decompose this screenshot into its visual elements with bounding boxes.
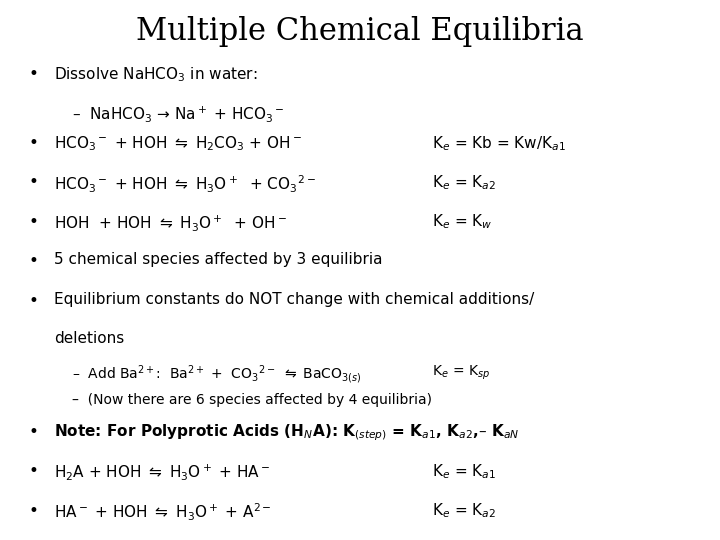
- Text: HCO$_3$$^-$ + HOH $\leftrightharpoons$ H$_2$CO$_3$ + OH$^-$: HCO$_3$$^-$ + HOH $\leftrightharpoons$ H…: [54, 134, 302, 153]
- Text: •: •: [29, 252, 39, 270]
- Text: K$_e$ = K$_{a2}$: K$_e$ = K$_{a2}$: [432, 502, 496, 521]
- Text: K$_e$ = K$_{a1}$: K$_e$ = K$_{a1}$: [432, 462, 496, 481]
- Text: K$_e$ = Kb = Kw/K$_{a1}$: K$_e$ = Kb = Kw/K$_{a1}$: [432, 134, 566, 153]
- Text: Note: For Polyprotic Acids (H$_N$A): K$_{(step)}$ = K$_{a1}$, K$_{a2}$,– K$_{aN}: Note: For Polyprotic Acids (H$_N$A): K$_…: [54, 423, 519, 443]
- Text: K$_e$ = K$_w$: K$_e$ = K$_w$: [432, 213, 492, 232]
- Text: •: •: [29, 65, 39, 83]
- Text: •: •: [29, 134, 39, 152]
- Text: •: •: [29, 462, 39, 480]
- Text: HCO$_3$$^-$ + HOH $\leftrightharpoons$ H$_3$O$^+$  + CO$_3$$^{2-}$: HCO$_3$$^-$ + HOH $\leftrightharpoons$ H…: [54, 173, 316, 195]
- Text: Dissolve NaHCO$_3$ in water:: Dissolve NaHCO$_3$ in water:: [54, 65, 257, 84]
- Text: –  (Now there are 6 species affected by 4 equilibria): – (Now there are 6 species affected by 4…: [72, 393, 432, 407]
- Text: 5 chemical species affected by 3 equilibria: 5 chemical species affected by 3 equilib…: [54, 252, 382, 267]
- Text: •: •: [29, 213, 39, 231]
- Text: HOH  + HOH $\leftrightharpoons$ H$_3$O$^+$  + OH$^-$: HOH + HOH $\leftrightharpoons$ H$_3$O$^+…: [54, 213, 287, 233]
- Text: deletions: deletions: [54, 331, 125, 346]
- Text: K$_e$ = K$_{sp}$: K$_e$ = K$_{sp}$: [432, 363, 490, 382]
- Text: HA$^-$ + HOH $\leftrightharpoons$ H$_3$O$^+$ + A$^{2-}$: HA$^-$ + HOH $\leftrightharpoons$ H$_3$O…: [54, 502, 271, 523]
- Text: •: •: [29, 292, 39, 309]
- Text: –  NaHCO$_3$ → Na$^+$ + HCO$_3$$^-$: – NaHCO$_3$ → Na$^+$ + HCO$_3$$^-$: [72, 104, 284, 124]
- Text: –  Add Ba$^{2+}$:  Ba$^{2+}$ +  CO$_3$$^{2-}$ $\leftrightharpoons$ BaCO$_{3(s)}$: – Add Ba$^{2+}$: Ba$^{2+}$ + CO$_3$$^{2-…: [72, 363, 361, 386]
- Text: K$_e$ = K$_{a2}$: K$_e$ = K$_{a2}$: [432, 173, 496, 192]
- Text: Multiple Chemical Equilibria: Multiple Chemical Equilibria: [136, 16, 584, 47]
- Text: •: •: [29, 423, 39, 441]
- Text: •: •: [29, 502, 39, 519]
- Text: H$_2$A + HOH $\leftrightharpoons$ H$_3$O$^+$ + HA$^-$: H$_2$A + HOH $\leftrightharpoons$ H$_3$O…: [54, 462, 270, 482]
- Text: Equilibrium constants do NOT change with chemical additions/: Equilibrium constants do NOT change with…: [54, 292, 534, 307]
- Text: •: •: [29, 173, 39, 191]
